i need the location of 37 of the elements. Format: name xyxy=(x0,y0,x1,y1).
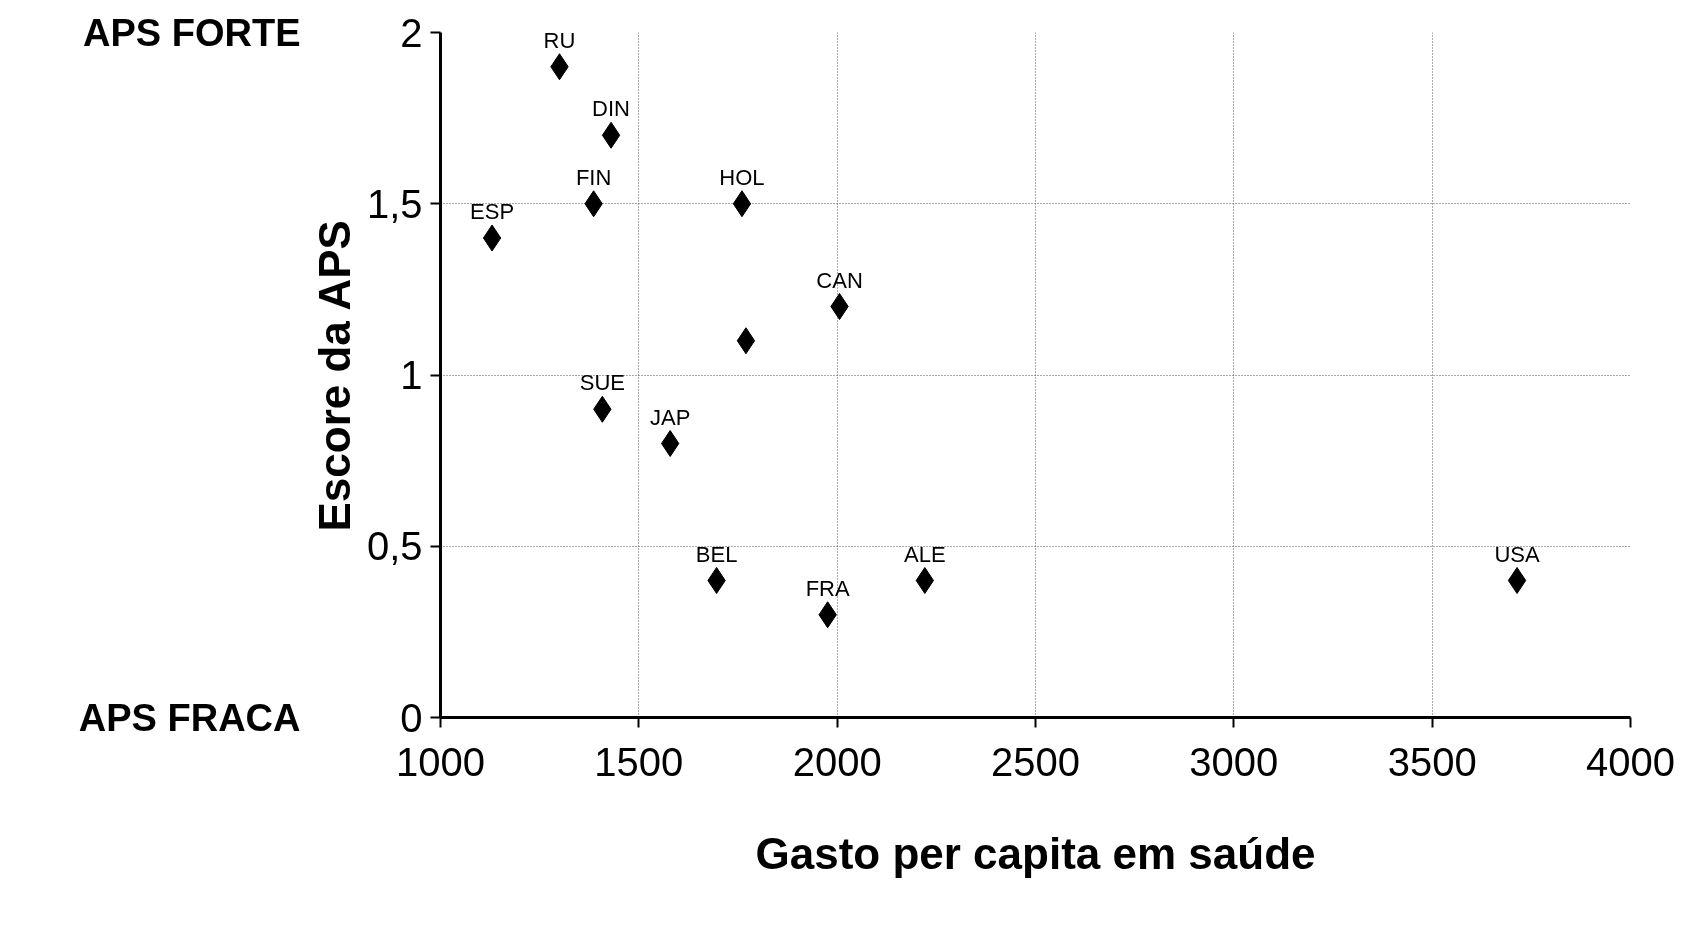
x-tick-label: 3000 xyxy=(1189,739,1279,784)
annotation: RU xyxy=(543,27,576,53)
text: APS FORTE xyxy=(83,11,301,54)
annotation: CAN xyxy=(816,267,863,293)
point xyxy=(736,327,756,355)
point xyxy=(482,224,502,252)
annotation: USA xyxy=(1494,541,1540,567)
annotation: ESP xyxy=(470,199,515,224)
point xyxy=(830,293,849,320)
annotation: BEL xyxy=(695,541,738,567)
y-tick-label: 0 xyxy=(400,695,423,740)
point xyxy=(661,430,680,457)
point xyxy=(915,567,934,594)
point xyxy=(601,121,621,149)
x-tick-label: 2500 xyxy=(991,739,1080,784)
annotation: HOL xyxy=(719,164,765,190)
point xyxy=(1507,567,1527,594)
x-axis-title: Gasto per capita em saúde xyxy=(755,828,1316,878)
x-tick-label: 2000 xyxy=(792,739,882,784)
y-tick-label: 2 xyxy=(400,10,423,55)
x-tick-label: 3500 xyxy=(1387,739,1477,784)
annotation: SUE xyxy=(579,370,625,396)
annotation: FRA xyxy=(805,575,850,601)
x-tick-label: 4000 xyxy=(1586,739,1675,784)
annotation: FIN xyxy=(575,164,612,190)
annotation: ALE xyxy=(904,541,946,567)
annotation: DIN xyxy=(592,96,631,122)
point xyxy=(732,190,752,218)
x-tick-label: 1500 xyxy=(594,739,684,784)
y-tick-label: 1 xyxy=(400,353,423,397)
x-tick-label: 1000 xyxy=(396,739,485,784)
annotation: JAP xyxy=(650,404,691,430)
text: APS FRACA xyxy=(78,696,301,739)
point xyxy=(707,567,726,594)
y-tick-label: 1,5 xyxy=(366,181,423,226)
y-axis-title: Escore da APS xyxy=(309,220,359,532)
y-tick-label: 0,5 xyxy=(366,524,423,569)
